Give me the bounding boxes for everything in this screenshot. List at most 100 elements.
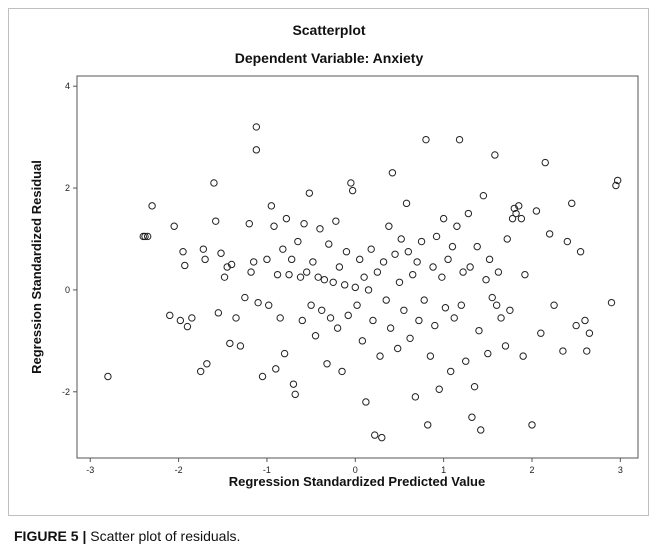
data-point — [265, 301, 273, 309]
caption-label: FIGURE 5 | — [14, 528, 87, 544]
data-point — [532, 207, 541, 215]
data-point — [201, 255, 209, 264]
data-point — [296, 273, 305, 281]
data-point — [280, 349, 289, 358]
data-point — [550, 301, 558, 309]
data-point — [453, 222, 461, 230]
data-point — [388, 169, 397, 177]
x-tick-label: 2 — [529, 465, 534, 475]
data-point — [371, 431, 379, 439]
data-point — [559, 347, 567, 355]
data-point — [282, 214, 291, 223]
data-point — [307, 301, 315, 309]
data-point — [311, 332, 320, 340]
data-point — [512, 209, 520, 218]
data-point — [475, 326, 483, 335]
data-point — [323, 360, 331, 368]
data-point — [386, 324, 395, 332]
data-point — [279, 245, 287, 253]
data-point — [545, 230, 554, 238]
data-point — [563, 237, 572, 246]
x-tick-label: -1 — [263, 465, 271, 475]
data-point — [141, 232, 149, 241]
data-point — [429, 263, 437, 271]
y-axis: -2 0 2 4 — [62, 81, 77, 397]
data-point — [393, 344, 402, 353]
plot-area — [76, 75, 639, 459]
data-point — [576, 248, 585, 256]
data-point — [342, 248, 351, 256]
data-point — [402, 199, 411, 208]
data-point — [466, 263, 474, 271]
data-point — [585, 329, 594, 337]
data-point — [473, 242, 481, 251]
data-point — [252, 123, 261, 131]
data-point — [252, 146, 261, 154]
data-point — [482, 276, 490, 284]
data-point — [294, 237, 302, 246]
data-point — [441, 304, 450, 312]
data-point — [521, 270, 529, 279]
chart-title: Scatterplot — [292, 22, 365, 38]
data-point — [417, 237, 426, 246]
data-point — [320, 276, 329, 284]
data-point — [196, 367, 205, 376]
data-point — [360, 273, 368, 281]
data-point — [220, 273, 229, 281]
data-point — [348, 186, 357, 195]
data-point — [378, 433, 386, 442]
data-point — [501, 342, 510, 350]
chart-subtitle: Dependent Variable: Anxiety — [235, 50, 424, 66]
data-point — [314, 273, 322, 281]
data-point — [287, 255, 296, 264]
data-point — [404, 248, 412, 256]
data-point — [176, 316, 185, 325]
data-point — [245, 220, 253, 228]
data-point — [468, 413, 476, 421]
data-point — [462, 357, 470, 365]
caption-text: Scatter plot of residuals. — [90, 528, 241, 544]
data-point — [104, 372, 112, 381]
data-point — [395, 278, 404, 286]
x-axis: -3 -2 -1 0 1 2 3 — [86, 458, 623, 475]
data-point — [217, 249, 225, 257]
data-point — [241, 293, 249, 302]
data-point — [303, 268, 311, 276]
data-point — [179, 248, 187, 256]
data-point — [325, 240, 333, 248]
data-point — [227, 260, 236, 269]
data-point — [379, 258, 388, 266]
data-point — [318, 306, 326, 314]
data-point — [411, 393, 420, 401]
data-point — [249, 258, 258, 266]
data-point — [333, 324, 342, 332]
data-point — [203, 360, 211, 368]
data-point — [438, 273, 446, 281]
x-tick-label: -2 — [175, 465, 183, 475]
data-point — [448, 242, 457, 251]
data-point — [364, 286, 373, 294]
y-tick-label: 2 — [65, 183, 70, 193]
data-point — [276, 314, 284, 322]
data-point — [376, 352, 384, 360]
y-tick-label: 0 — [65, 285, 70, 295]
data-point — [285, 270, 293, 279]
data-point — [210, 179, 218, 187]
data-point — [457, 301, 466, 309]
data-point — [477, 426, 485, 434]
data-point — [497, 314, 505, 322]
data-point — [326, 314, 335, 322]
data-point — [289, 380, 298, 388]
y-axis-label: Regression Standardized Residual — [29, 160, 44, 374]
data-point — [397, 235, 405, 243]
data-point — [541, 158, 549, 167]
data-point — [415, 316, 423, 325]
data-point — [420, 296, 428, 304]
data-point — [400, 306, 408, 314]
data-point — [581, 316, 589, 325]
data-point — [298, 316, 306, 325]
data-point — [305, 189, 314, 197]
data-point — [515, 202, 523, 210]
x-axis-label: Regression Standardized Predicted Value — [229, 474, 485, 489]
data-point — [181, 261, 189, 270]
